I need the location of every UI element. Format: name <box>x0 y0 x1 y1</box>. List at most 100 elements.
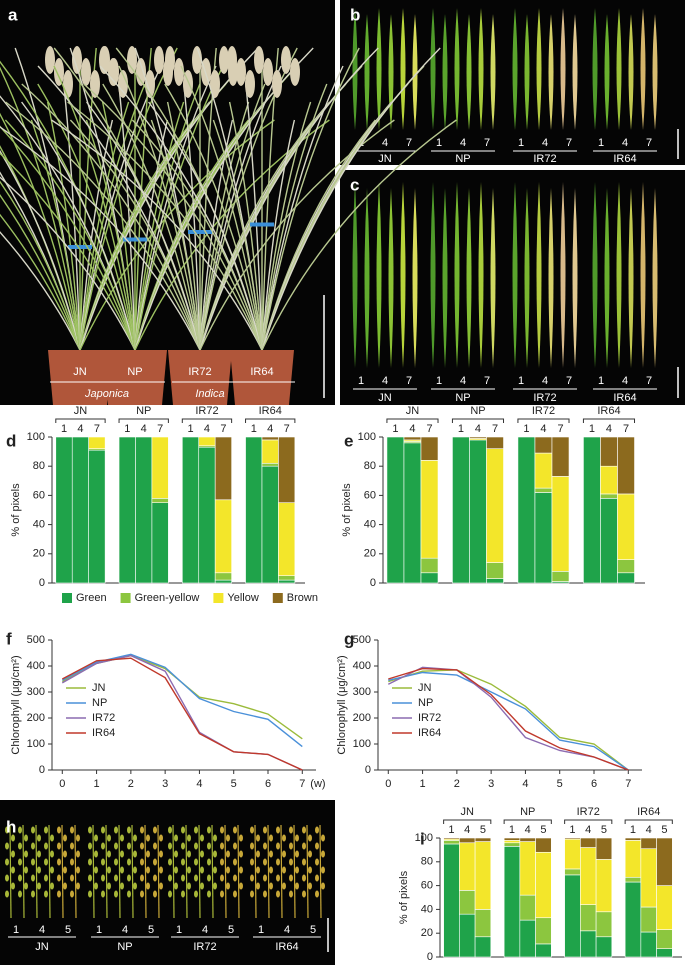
leaf <box>466 14 472 130</box>
panicle <box>272 70 282 98</box>
bar-segment <box>624 881 642 958</box>
grain <box>31 890 35 898</box>
bar-segment <box>486 436 504 449</box>
stalk <box>0 194 81 351</box>
stalk <box>79 83 146 351</box>
leaf <box>592 8 598 130</box>
x-tick-label: 1 <box>61 423 67 435</box>
panicle <box>63 70 73 98</box>
week-label: 1 <box>96 924 102 936</box>
stalk <box>261 47 360 351</box>
y-tick-label: 60 <box>421 880 433 892</box>
legend-label: Brown <box>287 592 318 604</box>
subspecies-label: Indica <box>195 388 224 400</box>
grain <box>57 826 61 834</box>
week-label: 4 <box>460 375 466 387</box>
grain <box>24 850 28 858</box>
grain <box>94 866 98 874</box>
grain <box>101 826 105 834</box>
bar-segment <box>580 847 597 905</box>
grain <box>302 842 306 850</box>
bar-segment <box>503 840 521 844</box>
leaf <box>560 8 566 130</box>
grain <box>146 834 150 842</box>
y-tick-label: 0 <box>39 764 45 776</box>
grain <box>187 882 191 890</box>
bar-segment <box>580 904 597 932</box>
leaf <box>400 182 406 368</box>
week-label: 1 <box>436 137 442 149</box>
grain <box>276 890 280 898</box>
leaf <box>512 8 518 130</box>
legend-swatch <box>213 593 224 603</box>
grain <box>174 834 178 842</box>
panicle-stem <box>35 824 38 919</box>
panel-letter: i <box>420 829 425 848</box>
grain <box>308 834 312 842</box>
bar-segment <box>151 498 169 504</box>
leaf <box>628 14 634 130</box>
group-label: JN <box>460 806 474 818</box>
stalk <box>0 112 81 351</box>
group-label: NP <box>520 806 535 818</box>
grain <box>256 882 260 890</box>
week-label: 4 <box>382 137 388 149</box>
cultivar-label: JN <box>73 366 87 378</box>
y-tick-label: 20 <box>364 548 376 560</box>
grain <box>120 834 124 842</box>
tie <box>250 222 274 227</box>
x-tick-label: 0 <box>59 778 65 790</box>
panicle-stem <box>319 824 322 919</box>
grain <box>76 882 80 890</box>
bar-segment <box>617 436 635 495</box>
bar-segment <box>278 575 296 581</box>
leaf <box>376 8 382 130</box>
pot <box>103 350 167 405</box>
grain <box>133 834 137 842</box>
data-line <box>388 669 629 771</box>
week-label: 5 <box>310 924 316 936</box>
leaf <box>524 14 530 130</box>
panicle-stem <box>185 824 188 919</box>
week-label: 1 <box>518 375 524 387</box>
y-axis-label: Chlorophyll (μg/cm²) <box>336 655 348 754</box>
stalk <box>261 83 328 351</box>
grain <box>220 890 224 898</box>
grain <box>315 874 319 882</box>
cultivar-label: NP <box>455 153 470 165</box>
week-label: 7 <box>566 375 572 387</box>
grain <box>181 874 185 882</box>
stalk <box>0 176 136 351</box>
week-label: 7 <box>566 137 572 149</box>
y-tick-label: 100 <box>415 832 433 844</box>
grain <box>289 874 293 882</box>
panel-letter: d <box>6 431 16 450</box>
stalk <box>245 83 263 351</box>
grain <box>315 842 319 850</box>
tie <box>123 237 147 242</box>
stalk <box>79 47 178 351</box>
grain <box>200 850 204 858</box>
y-tick-label: 40 <box>364 519 376 531</box>
cultivar-label: JN <box>378 392 392 404</box>
grain <box>276 826 280 834</box>
leaf <box>604 188 610 368</box>
panicle <box>254 46 264 74</box>
bar-segment <box>261 465 279 584</box>
panicle <box>290 58 300 86</box>
grain <box>11 834 15 842</box>
grain <box>57 890 61 898</box>
bar-segment <box>656 929 673 949</box>
stalk <box>261 119 457 351</box>
y-tick-label: 400 <box>27 660 45 672</box>
x-tick-label: 4 <box>141 423 147 435</box>
grain <box>5 826 9 834</box>
tie <box>188 230 212 234</box>
grain <box>24 882 28 890</box>
leaf <box>640 8 646 130</box>
week-label: 7 <box>406 137 412 149</box>
bar-segment <box>403 442 422 584</box>
grain <box>302 826 306 834</box>
stalk <box>5 101 201 351</box>
x-tick-label: 4 <box>525 824 531 836</box>
